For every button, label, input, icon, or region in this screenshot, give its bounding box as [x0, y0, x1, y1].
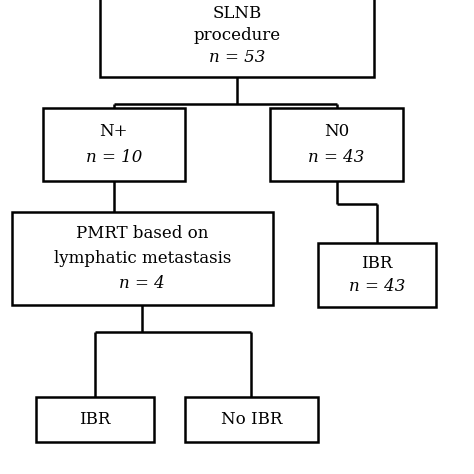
FancyBboxPatch shape [100, 0, 374, 77]
Text: IBR: IBR [361, 255, 392, 272]
FancyBboxPatch shape [12, 212, 273, 305]
FancyBboxPatch shape [43, 108, 185, 182]
Text: PMRT based on: PMRT based on [76, 225, 209, 242]
Text: N+: N+ [100, 123, 128, 140]
Text: n = 53: n = 53 [209, 49, 265, 66]
FancyBboxPatch shape [185, 397, 318, 442]
Text: lymphatic metastasis: lymphatic metastasis [54, 250, 231, 267]
Text: N0: N0 [324, 123, 349, 140]
Text: n = 43: n = 43 [349, 278, 405, 295]
Text: No IBR: No IBR [220, 411, 282, 428]
Text: n = 10: n = 10 [86, 149, 142, 166]
Text: n = 4: n = 4 [119, 275, 165, 292]
FancyBboxPatch shape [36, 397, 154, 442]
Text: n = 43: n = 43 [309, 149, 365, 166]
FancyBboxPatch shape [318, 243, 436, 307]
Text: SLNB: SLNB [212, 5, 262, 22]
Text: procedure: procedure [193, 27, 281, 44]
FancyBboxPatch shape [270, 108, 403, 182]
Text: IBR: IBR [79, 411, 110, 428]
